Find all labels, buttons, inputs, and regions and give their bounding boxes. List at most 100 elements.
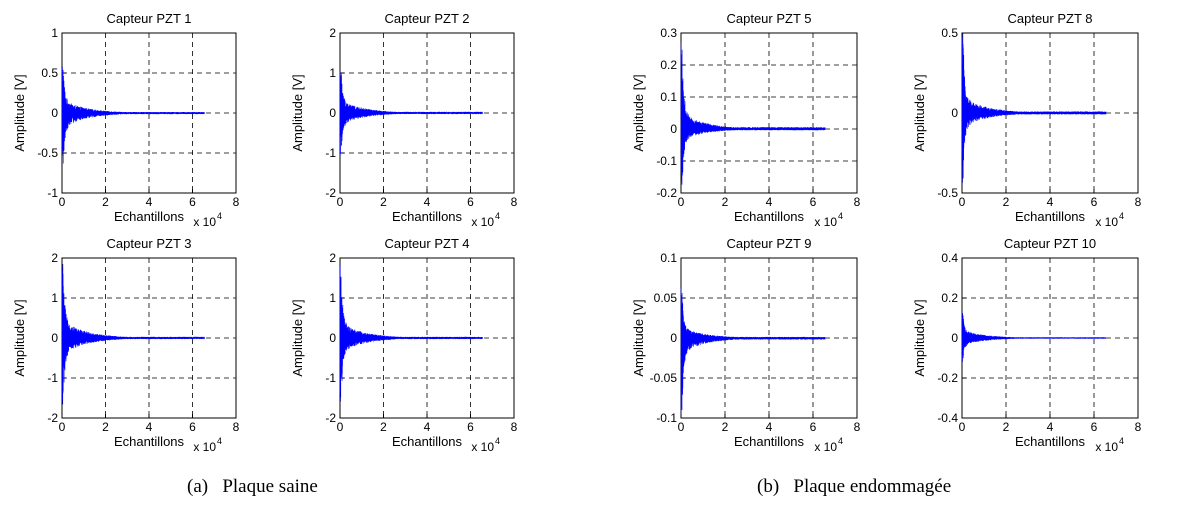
y-tick-label: -0.5	[937, 186, 958, 200]
x-tick-label: 6	[467, 195, 474, 209]
x-multiplier: x 10	[471, 440, 494, 454]
x-tick-label: 2	[1003, 195, 1010, 209]
x-tick-label: 0	[678, 195, 685, 209]
y-tick-label: -0.1	[656, 411, 677, 425]
x-multiplier: x 10	[814, 215, 837, 229]
y-tick-label: 0.05	[654, 291, 678, 305]
x-multiplier: x 10	[193, 215, 216, 229]
subplot-3: 0 2 4 6 8 -2 -1 0 1 2 Capteur PZT 3 Echantillons Amp…	[12, 236, 240, 454]
x-tick-label: 8	[233, 195, 240, 209]
x-tick-label: 2	[380, 420, 387, 434]
caption-plaque-endommagee: (b) Plaque endommagée	[757, 476, 952, 497]
y-axis-label: Amplitude [V]	[631, 74, 646, 151]
subplot-title: Capteur PZT 9	[726, 236, 811, 251]
subplot-title: Capteur PZT 4	[384, 236, 469, 251]
x-axis-label: Echantillons	[392, 209, 463, 224]
x-exponent: 4	[217, 211, 222, 221]
subplot-title: Capteur PZT 8	[1007, 11, 1092, 26]
x-axis-label: Echantillons	[114, 209, 185, 224]
x-tick-label: 0	[959, 195, 966, 209]
y-tick-label: 0.2	[941, 291, 958, 305]
subplot-title: Capteur PZT 3	[106, 236, 191, 251]
y-tick-label: 0.5	[41, 66, 58, 80]
y-tick-label: 1	[329, 66, 336, 80]
y-tick-label: 0	[951, 331, 958, 345]
subplot-5: 0 2 4 6 8 -0.2 -0.1 0 0.1 0.2 0.3 Capteur PZT 5 Echa…	[631, 11, 861, 229]
x-tick-label: 6	[810, 420, 817, 434]
x-exponent: 4	[217, 436, 222, 446]
y-tick-label: 0.1	[660, 251, 677, 265]
y-tick-label: -2	[325, 411, 336, 425]
y-axis-label: Amplitude [V]	[290, 299, 305, 376]
y-axis-label: Amplitude [V]	[290, 74, 305, 151]
y-tick-label: 0.4	[941, 251, 958, 265]
x-multiplier: x 10	[814, 440, 837, 454]
series-line	[61, 263, 205, 405]
y-tick-label: 2	[51, 251, 58, 265]
y-tick-label: -0.1	[656, 154, 677, 168]
x-tick-label: 8	[511, 420, 518, 434]
x-tick-label: 8	[511, 195, 518, 209]
series-line	[680, 287, 826, 414]
x-tick-label: 2	[380, 195, 387, 209]
x-tick-label: 4	[146, 195, 153, 209]
series-line	[961, 312, 1107, 362]
y-tick-label: -1	[325, 146, 336, 160]
y-axis-label: Amplitude [V]	[912, 74, 927, 151]
x-tick-label: 0	[59, 195, 66, 209]
x-exponent: 4	[838, 436, 843, 446]
y-tick-label: 0	[51, 331, 58, 345]
y-tick-label: -2	[325, 186, 336, 200]
x-multiplier: x 10	[471, 215, 494, 229]
x-tick-label: 0	[337, 195, 344, 209]
y-tick-label: -0.05	[650, 371, 678, 385]
caption-plaque-saine: (a) Plaque saine	[187, 476, 318, 497]
x-tick-label: 8	[1135, 420, 1142, 434]
x-tick-label: 2	[102, 420, 109, 434]
subplot-title: Capteur PZT 5	[726, 11, 811, 26]
x-tick-label: 0	[959, 420, 966, 434]
y-tick-label: -1	[325, 371, 336, 385]
y-tick-label: -0.4	[937, 411, 958, 425]
series-line	[961, 33, 1107, 183]
y-tick-label: 0	[51, 106, 58, 120]
subplot-1: 0 2 4 6 8 -1 -0.5 0 0.5 1 Capteur PZT 1 Echantillon…	[12, 11, 240, 229]
y-tick-label: -1	[47, 186, 58, 200]
x-tick-label: 6	[467, 420, 474, 434]
x-tick-label: 6	[189, 195, 196, 209]
series-line	[339, 266, 483, 402]
x-tick-label: 8	[233, 420, 240, 434]
y-tick-label: -0.2	[656, 186, 677, 200]
y-axis-label: Amplitude [V]	[12, 74, 27, 151]
subplot-7: 0 2 4 6 8 -0.1 -0.05 0 0.05 0.1 Capteur PZT 9 Echan…	[631, 236, 861, 454]
y-tick-label: 0	[951, 106, 958, 120]
x-tick-label: 6	[810, 195, 817, 209]
x-tick-label: 4	[766, 420, 773, 434]
x-tick-label: 2	[1003, 420, 1010, 434]
x-tick-label: 2	[722, 195, 729, 209]
y-tick-label: 1	[51, 291, 58, 305]
x-axis-label: Echantillons	[392, 434, 463, 449]
x-tick-label: 4	[146, 420, 153, 434]
y-tick-label: -0.5	[37, 146, 58, 160]
y-tick-label: 2	[329, 26, 336, 40]
y-tick-label: 0	[329, 331, 336, 345]
x-axis-label: Echantillons	[1015, 209, 1086, 224]
x-axis-label: Echantillons	[114, 434, 185, 449]
series-line	[61, 66, 205, 164]
x-tick-label: 2	[722, 420, 729, 434]
x-tick-label: 4	[766, 195, 773, 209]
x-tick-label: 0	[59, 420, 66, 434]
y-tick-label: 0.5	[941, 26, 958, 40]
y-tick-label: 0	[670, 331, 677, 345]
x-exponent: 4	[838, 211, 843, 221]
x-tick-label: 4	[1047, 420, 1054, 434]
y-tick-label: 0.3	[660, 26, 677, 40]
y-axis-label: Amplitude [V]	[912, 299, 927, 376]
y-tick-label: -1	[47, 371, 58, 385]
x-exponent: 4	[1119, 436, 1124, 446]
x-tick-label: 8	[854, 420, 861, 434]
y-tick-label: 0.1	[660, 90, 677, 104]
